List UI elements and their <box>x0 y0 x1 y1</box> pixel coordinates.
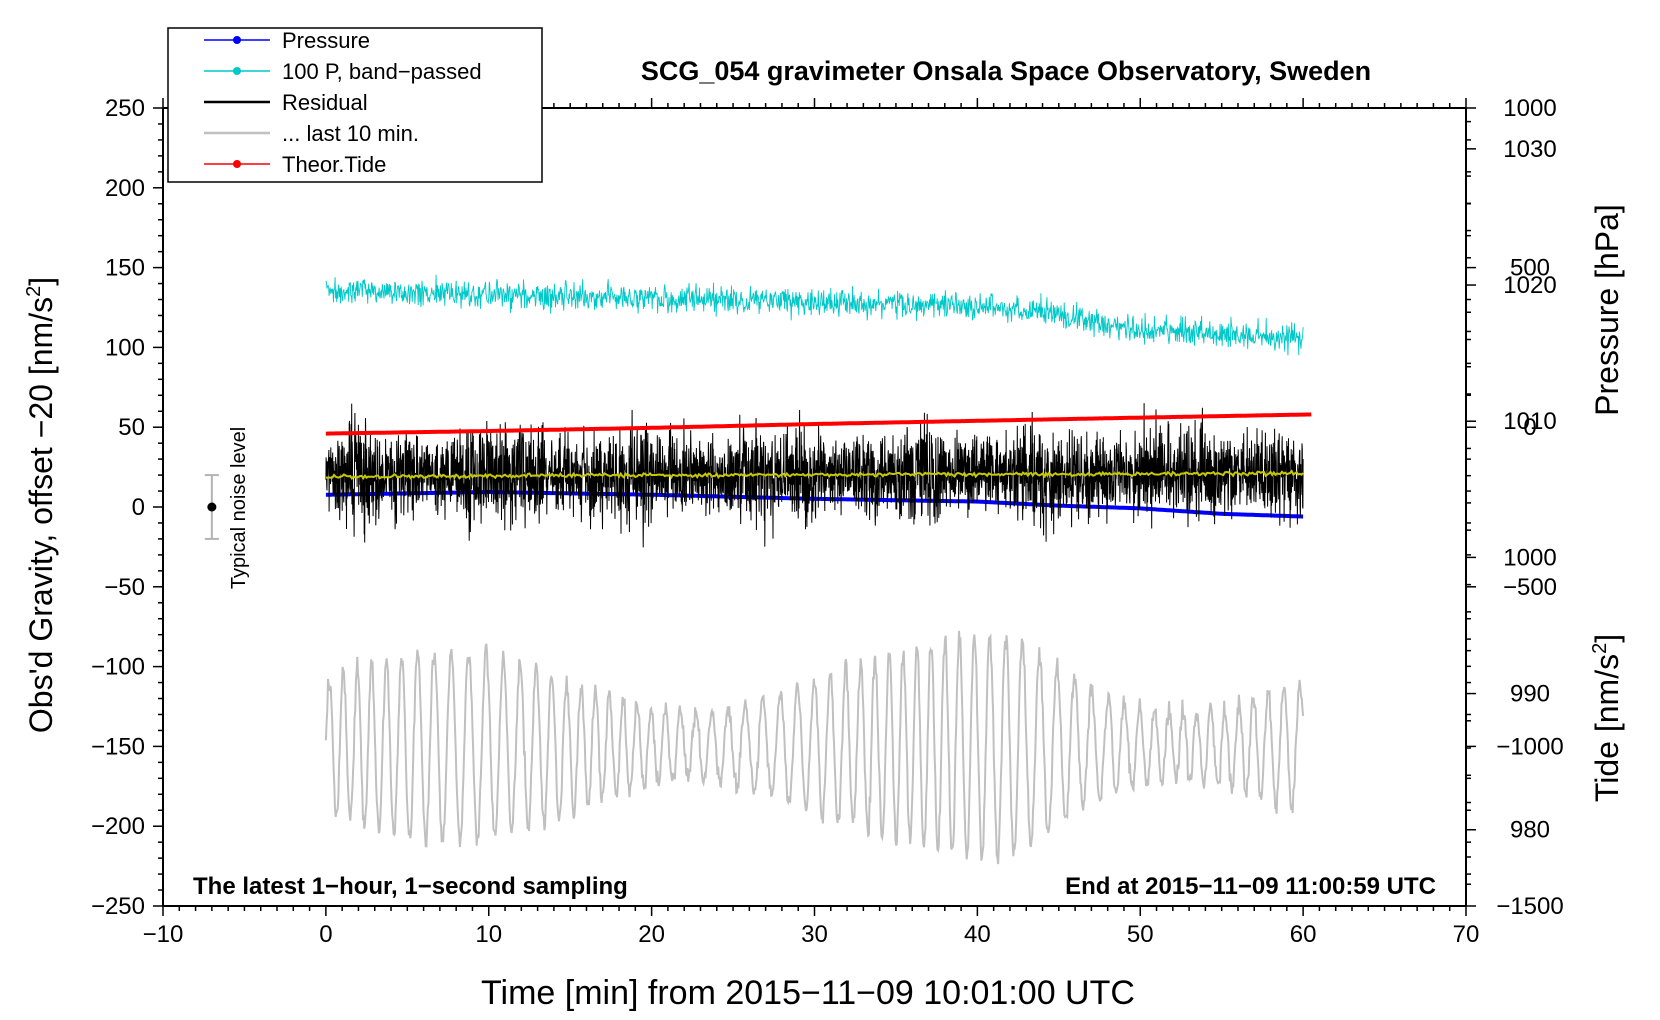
y-tick-label: 150 <box>105 255 145 282</box>
x-tick-label: 30 <box>801 921 828 948</box>
legend-marker-pressure <box>233 36 241 44</box>
y-tick-label: 100 <box>105 334 145 361</box>
series-100-p-band-passed <box>325 274 1304 356</box>
y-tick-label: −100 <box>91 654 145 681</box>
tide-tick-label: −1000 <box>1496 733 1563 760</box>
legend-label-theor-tide: Theor.Tide <box>282 152 386 177</box>
noise-level-label: Typical noise level <box>228 427 250 589</box>
legend-label-100-p-band-passed: 100 P, band−passed <box>282 59 482 84</box>
series-last-10-min <box>324 630 1305 865</box>
annotation-sampling: The latest 1−hour, 1−second sampling <box>193 873 628 900</box>
axes: −10 0 10 20 30 40 50 60 70250200150100500−50−100… <box>91 95 1564 948</box>
plot-area <box>324 274 1312 865</box>
x-axis-label: Time [min] from 2015−11−09 10:01:00 UTC <box>481 974 1135 1012</box>
x-tick-label: 60 <box>1290 921 1317 948</box>
tide-tick-label: 0 <box>1523 414 1536 441</box>
y-tick-label: 50 <box>118 414 145 441</box>
x-tick-label: 70 <box>1453 921 1480 948</box>
x-tick-label: 10 <box>475 921 502 948</box>
series-residual-smoothed <box>325 469 1304 481</box>
y-tick-label: 250 <box>105 95 145 122</box>
tide-tick-label: 1000 <box>1503 95 1556 122</box>
legend-label-pressure: Pressure <box>282 28 370 53</box>
pressure-tick-label: 1000 <box>1503 544 1556 571</box>
tide-tick-label: 500 <box>1510 255 1550 282</box>
x-tick-label: 50 <box>1127 921 1154 948</box>
pressure-tick-label: 990 <box>1510 681 1550 708</box>
y-tick-label: −150 <box>91 733 145 760</box>
series-pressure <box>325 490 1304 519</box>
x-tick-label: 0 <box>319 921 332 948</box>
y-axis-label-left: Obs'd Gravity, offset −20 [nm/s2] <box>23 277 59 733</box>
chart-title: SCG_054 gravimeter Onsala Space Observat… <box>641 56 1371 86</box>
legend: Pressure 100 P, band−passed Residual ... la… <box>167 27 543 183</box>
y-tick-label: −250 <box>91 893 145 920</box>
y-tick-label: 0 <box>132 494 145 521</box>
y-tick-label: −200 <box>91 813 145 840</box>
legend-marker-theor-tide <box>233 160 241 168</box>
noise-indicator <box>204 474 219 540</box>
series-theor-tide <box>325 412 1312 436</box>
legend-label-last-10-min: ... last 10 min. <box>282 121 419 146</box>
x-tick-label: −10 <box>143 921 184 948</box>
y-axis-label-pressure: Pressure [hPa] <box>1589 204 1625 416</box>
noise-bar-center <box>207 502 217 512</box>
pressure-tick-label: 980 <box>1510 817 1550 844</box>
annotation-end-time: End at 2015−11−09 11:00:59 UTC <box>1065 873 1436 900</box>
pressure-tick-label: 1010 <box>1503 408 1556 435</box>
legend-box <box>167 27 543 183</box>
legend-marker-100-p-band-passed <box>233 67 241 75</box>
x-tick-label: 20 <box>638 921 665 948</box>
tide-tick-label: −1500 <box>1496 893 1563 920</box>
legend-label-residual: Residual <box>282 90 368 115</box>
pressure-tick-label: 1030 <box>1503 136 1556 163</box>
y-axis-label-tide: Tide [nm/s2] <box>1589 634 1625 802</box>
series-residual <box>325 403 1304 548</box>
y-tick-label: 200 <box>105 175 145 202</box>
tide-tick-label: −500 <box>1503 574 1557 601</box>
x-tick-label: 40 <box>964 921 991 948</box>
y-tick-label: −50 <box>104 574 145 601</box>
pressure-tick-label: 1020 <box>1503 272 1556 299</box>
